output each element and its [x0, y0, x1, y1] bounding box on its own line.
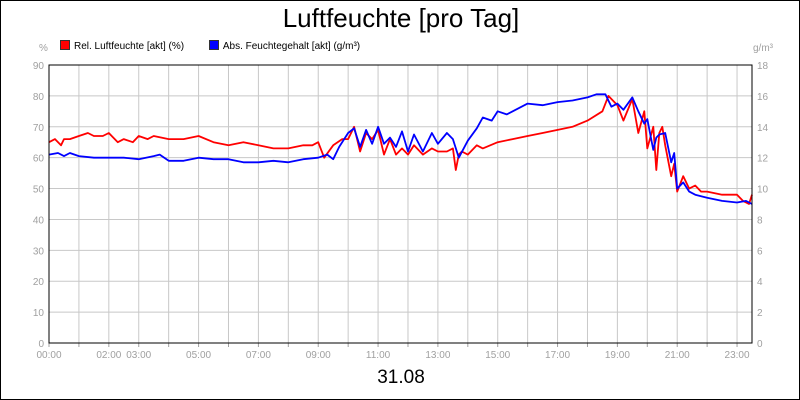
y-right-tick-label: 12 — [757, 154, 769, 165]
legend-item-abs-humidity: Abs. Feuchtegehalt [akt] (g/m³) — [208, 40, 361, 52]
y-right-tick-label: 10 — [757, 185, 769, 196]
y-right-tick-label: 2 — [757, 308, 763, 319]
left-axis-unit: % — [39, 43, 48, 54]
y-left-tick-label: 50 — [33, 185, 45, 196]
y-right-tick-label: 8 — [757, 215, 763, 226]
y-left-tick-label: 90 — [33, 61, 45, 72]
y-right-tick-label: 0 — [757, 339, 763, 350]
y-right-tick-label: 4 — [757, 277, 763, 288]
x-tick-label: 07:00 — [246, 350, 271, 361]
x-tick-label: 23:00 — [725, 350, 750, 361]
plot-border — [48, 64, 753, 344]
y-left-tick-label: 10 — [33, 308, 45, 319]
y-left-tick-label: 20 — [33, 277, 45, 288]
y-left-tick-label: 40 — [33, 215, 45, 226]
y-left-tick-label: 70 — [33, 123, 45, 134]
legend-swatch-red — [60, 40, 70, 50]
x-tick-label: 21:00 — [665, 350, 690, 361]
y-left-tick-label: 30 — [33, 246, 45, 257]
series-line-rel-humidity — [48, 95, 753, 205]
plot-background — [49, 65, 752, 343]
x-tick-label: 13:00 — [425, 350, 450, 361]
x-tick-label: 15:00 — [485, 350, 510, 361]
x-tick-label: 00:00 — [36, 350, 61, 361]
x-tick-label: 11:00 — [366, 350, 391, 361]
y-right-tick-label: 6 — [757, 246, 763, 257]
x-tick-label: 19:00 — [605, 350, 630, 361]
y-left-tick-label: 60 — [33, 154, 45, 165]
y-right-tick-label: 18 — [757, 61, 769, 72]
x-tick-label: 05:00 — [186, 350, 211, 361]
y-right-tick-label: 14 — [757, 123, 769, 134]
y-left-tick-label: 0 — [38, 339, 44, 350]
legend-swatch-blue — [208, 40, 219, 50]
legend-item-rel-humidity: Rel. Luftfeuchte [akt] (%) — [60, 40, 184, 52]
y-left-tick-label: 80 — [33, 92, 45, 103]
legend-label-rel-humidity: Rel. Luftfeuchte [akt] (%) — [74, 41, 185, 52]
legend-label-abs-humidity: Abs. Feuchtegehalt [akt] (g/m³) — [222, 41, 361, 52]
y-right-tick-label: 16 — [757, 92, 769, 103]
x-tick-label: 02:00 — [96, 350, 121, 361]
x-tick-label: 03:00 — [126, 350, 151, 361]
right-axis-unit: g/m³ — [753, 43, 773, 54]
legend: Rel. Luftfeuchte [akt] (%) Abs. Feuchteg… — [60, 40, 382, 52]
date-label: 31.08 — [377, 367, 425, 388]
x-tick-label: 17:00 — [545, 350, 570, 361]
series-line-abs-humidity — [48, 93, 753, 205]
chart-title: Luftfeuchte [pro Tag] — [282, 3, 520, 33]
x-tick-label: 09:00 — [306, 350, 331, 361]
